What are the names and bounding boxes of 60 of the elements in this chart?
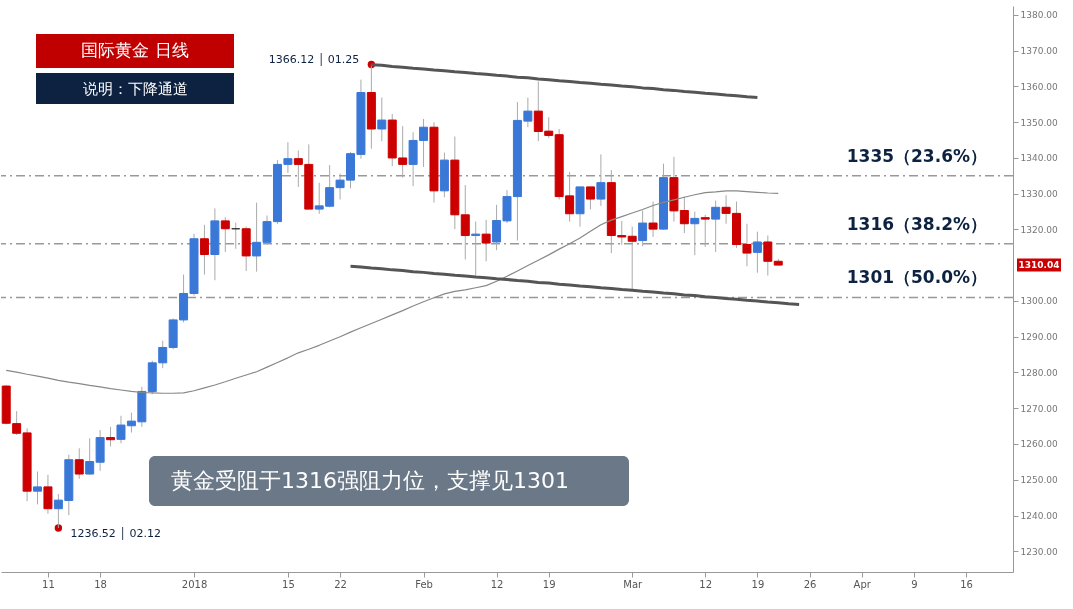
- x-tick-label: 12: [699, 578, 713, 590]
- x-tick-label: 12: [490, 578, 504, 590]
- x-tick-label: 2018: [181, 578, 208, 590]
- y-tick-label: 1360.00: [1020, 81, 1058, 92]
- annotation: 黄金受阻于1316强阻力位，支撑见1301: [171, 468, 569, 493]
- candlestick: [648, 201, 658, 238]
- y-tick-label: 1380.00: [1020, 10, 1058, 21]
- y-tick-label: 1270.00: [1020, 403, 1058, 414]
- annotation: 1366.12 │ 01.25: [268, 51, 360, 66]
- y-tick-label: 1230.00: [1020, 546, 1058, 557]
- y-tick-label: 1240.00: [1020, 511, 1058, 522]
- candlestick: [33, 471, 43, 505]
- y-tick-label: 1320.00: [1020, 224, 1058, 235]
- y-tick-label: 1370.00: [1020, 46, 1058, 57]
- candlestick: [43, 474, 53, 515]
- y-tick-label: 1300.00: [1020, 296, 1058, 307]
- annotation: 1236.52 │ 02.12: [70, 525, 161, 540]
- candlestick: [763, 235, 773, 277]
- ref-line-label: 1335（23.6%）: [846, 145, 988, 166]
- x-tick-label: 19: [751, 578, 765, 590]
- candlestick: [700, 214, 710, 248]
- candlestick: [596, 153, 606, 207]
- x-tick-label: Mar: [623, 578, 644, 590]
- y-tick-label: 1330.00: [1020, 189, 1058, 200]
- y-tick-label: 1350.00: [1020, 117, 1058, 128]
- line-series: [349, 264, 801, 307]
- candlestick: [481, 219, 491, 262]
- y-tick-label: 1280.00: [1020, 367, 1058, 378]
- candlestick: [460, 184, 470, 260]
- y-tick-label: 1250.00: [1020, 475, 1058, 486]
- candlestick: [377, 97, 387, 142]
- candlestick: [752, 231, 762, 274]
- candlestick: [199, 224, 209, 276]
- candlestick: [471, 221, 481, 277]
- x-tick-label: 18: [94, 578, 107, 590]
- x-tick-label: 9: [911, 578, 918, 590]
- text: 说明：下降通道: [82, 79, 188, 98]
- candlestick: [585, 186, 595, 210]
- candlestick: [711, 200, 721, 253]
- x-tick-label: 19: [542, 578, 556, 590]
- y-tick-label: 1290.00: [1020, 332, 1058, 343]
- candlestick: [74, 447, 84, 480]
- ref-line-label: 1301（50.0%）: [846, 267, 988, 288]
- candlestick: [106, 426, 116, 447]
- x-tick-label: 26: [803, 578, 817, 590]
- y-tick-label: 1260.00: [1020, 439, 1058, 450]
- candlestick: [220, 216, 230, 253]
- ref-line-label: 1316（38.2%）: [846, 213, 988, 234]
- x-tick-label: Apr: [853, 578, 872, 590]
- x-tick-label: 16: [960, 578, 973, 590]
- line-series: [5, 190, 779, 394]
- x-tick-label: 15: [282, 578, 295, 590]
- y-tick-label: 1340.00: [1020, 153, 1058, 164]
- candlestick: [627, 226, 637, 291]
- x-tick-label: 22: [334, 578, 347, 590]
- x-tick-label: 11: [42, 578, 55, 590]
- candlestick: [638, 210, 648, 247]
- x-tick-label: Feb: [415, 578, 433, 590]
- text: 国际黄金 日线: [81, 40, 189, 60]
- candlestick: [690, 211, 700, 256]
